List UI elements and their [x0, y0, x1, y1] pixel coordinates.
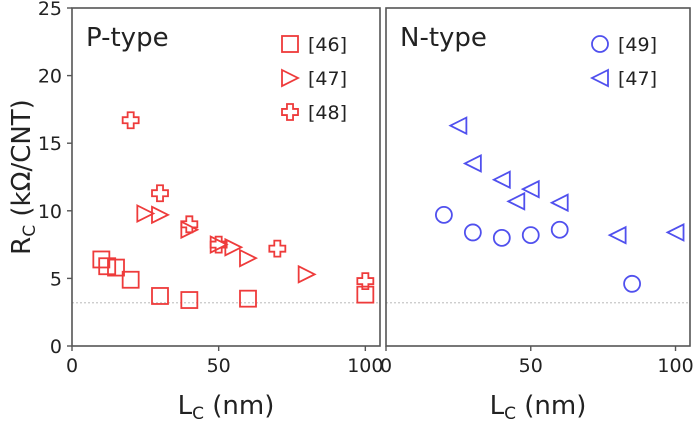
y-tick-label: 0 [50, 336, 62, 358]
plot-frame [385, 7, 691, 347]
y-tick-label: 5 [50, 268, 62, 290]
legend-label: [46] [308, 34, 347, 56]
data-point [435, 205, 453, 224]
legend-marker [589, 68, 609, 88]
data-point [180, 215, 199, 234]
legend-marker [591, 35, 609, 53]
legend-marker [281, 35, 299, 53]
data-point [239, 248, 259, 268]
x-tick-label: 100 [347, 355, 383, 377]
data-point [209, 235, 229, 255]
y-tick-label: 10 [38, 201, 62, 223]
data-point [607, 225, 627, 245]
data-point [665, 222, 685, 242]
data-point [297, 264, 317, 284]
data-point [151, 287, 169, 305]
x-tick-label: 50 [207, 355, 231, 377]
y-axis-label: RC (kΩ/CNT) [7, 99, 40, 255]
data-point [136, 204, 156, 223]
y-tick-label: 20 [38, 66, 62, 88]
legend-label: [47] [618, 68, 657, 90]
data-point [623, 274, 641, 293]
data-point [356, 272, 375, 291]
data-point [550, 220, 569, 239]
y-tick-label: 15 [38, 133, 62, 155]
data-point [239, 289, 257, 308]
legend-label: [49] [618, 34, 657, 56]
data-point [492, 228, 511, 247]
series-0 [92, 250, 375, 309]
data-point [151, 205, 171, 225]
data-point [520, 179, 540, 199]
data-point [506, 191, 526, 211]
data-point [521, 226, 540, 245]
data-point [107, 258, 125, 277]
x-axis-label: LC (nm) [178, 391, 275, 424]
data-point [224, 237, 244, 257]
data-point [121, 270, 140, 289]
plot-frame [71, 7, 381, 347]
data-point [92, 250, 111, 269]
panel-n-type: 0 50 100 LC (nm) N-type [49] [47] [380, 7, 694, 424]
data-point [180, 220, 200, 240]
data-point [491, 170, 511, 190]
data-point [463, 223, 482, 242]
data-point [448, 116, 468, 136]
x-tick-label: 100 [657, 355, 693, 377]
panel-label: N-type [400, 23, 487, 53]
data-point [356, 285, 375, 304]
x-tick-label: 50 [519, 355, 543, 377]
x-tick-label: 0 [66, 355, 78, 377]
data-point [151, 184, 169, 203]
x-axis-label: LC (nm) [490, 391, 587, 424]
x-tick-label: 0 [380, 355, 392, 377]
series-1 [448, 116, 685, 245]
y-tick-label: 25 [38, 0, 62, 20]
legend-marker [281, 68, 301, 88]
data-point [462, 154, 482, 173]
data-point [180, 291, 199, 309]
data-point [121, 111, 140, 130]
legend-label: [48] [308, 102, 347, 124]
series-2 [121, 111, 375, 291]
data-point [209, 235, 228, 254]
series-0 [435, 205, 641, 293]
panel-p-type: 0 50 100 0 5 10 15 20 25 LC (nm) RC (kΩ/CNT) P-type… [7, 0, 383, 424]
panel-label: P-type [86, 23, 169, 53]
legend-label: [47] [308, 68, 347, 90]
legend-marker [281, 103, 299, 121]
data-point [268, 239, 287, 258]
data-point [549, 193, 569, 213]
